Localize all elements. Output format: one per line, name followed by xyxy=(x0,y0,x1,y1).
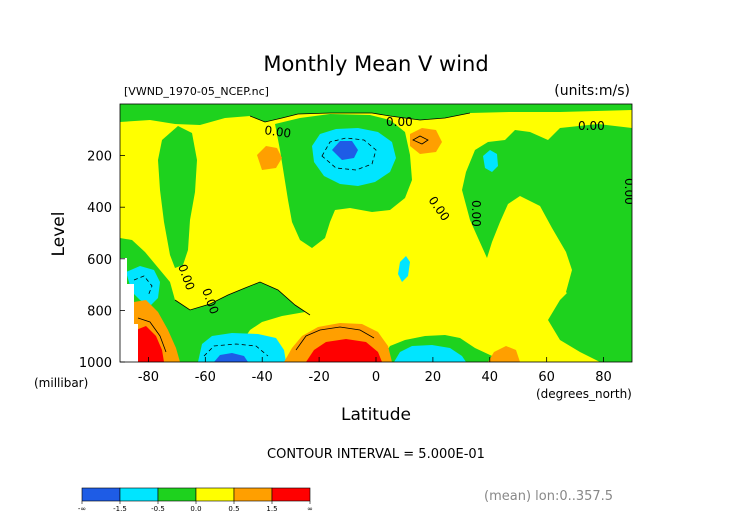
missing-data-mask xyxy=(120,258,138,362)
contour-line-zero-lower xyxy=(174,281,311,316)
contour-line-negative-dashed-left xyxy=(133,275,153,297)
contour-region-red-left xyxy=(136,326,164,362)
contour-region-cyan-stripe xyxy=(398,256,410,282)
contour-label: 0.00 xyxy=(386,115,413,129)
file-label: [VWND_1970-05_NCEP.nc] xyxy=(124,85,269,98)
y-tick-label: 200 xyxy=(87,150,112,165)
y-axis-label: Level xyxy=(49,212,69,257)
contour-line-positive-center xyxy=(295,326,375,351)
colorbar-label: -∞ xyxy=(78,505,86,513)
contour-region-green-right-strip xyxy=(548,262,632,362)
contour-line-negative-dashed-upper xyxy=(321,137,377,171)
y-tick-label: 400 xyxy=(87,201,112,216)
colorbar-swatch xyxy=(195,487,235,502)
contour-region-red-bottom-center xyxy=(306,339,382,362)
y-axis-unit: (millibar) xyxy=(34,376,88,390)
contour-lines xyxy=(133,112,471,357)
contour-region-blue-bottom xyxy=(214,353,248,362)
x-axis-label: Latitude xyxy=(341,405,411,425)
x-tick-label: 40 xyxy=(482,370,499,385)
colorbar-label: -0.5 xyxy=(151,505,165,513)
contour-region-orange-bottom-right xyxy=(488,346,520,362)
contour-line-zero-upper xyxy=(249,112,471,123)
contour-interval: CONTOUR INTERVAL = 5.000E-01 xyxy=(267,447,485,462)
x-tick-label: 0 xyxy=(372,370,380,385)
x-tick-label: -40 xyxy=(252,370,273,385)
colorbar-label: ∞ xyxy=(307,505,313,513)
plot-area: 0.00 0.00 0.00 0.00 0.00 0.00 0.00 0.00 xyxy=(120,104,636,362)
contour-region-cyan-left xyxy=(126,266,160,306)
colorbar-swatch xyxy=(233,487,273,502)
contour-region-green-left xyxy=(158,126,197,268)
x-tick-label: -20 xyxy=(308,370,329,385)
colorbar-label: 0.0 xyxy=(190,505,201,513)
contour-region-cyan-bottom-left xyxy=(198,333,286,362)
x-tick-label: -80 xyxy=(138,370,159,385)
y-tick-label: 800 xyxy=(87,304,112,319)
x-tick-label: -60 xyxy=(195,370,216,385)
colorbar-label: -1.5 xyxy=(113,505,127,513)
x-tick-label: 80 xyxy=(595,370,612,385)
colorbar-label: 0.5 xyxy=(228,505,239,513)
contour-region-cyan-small xyxy=(483,150,498,172)
colorbar-swatch xyxy=(271,487,311,502)
contour-region-orange-upper-left xyxy=(257,146,282,170)
y-tick-label: 1000 xyxy=(79,356,112,371)
colorbar-swatch xyxy=(81,487,121,502)
contour-label: 0.00 xyxy=(264,123,292,141)
contour-line-positive-upper xyxy=(412,135,429,145)
contour-line-positive-left xyxy=(137,317,167,353)
footer-note: (mean) lon:0..357.5 xyxy=(484,489,613,504)
units-label: (units:m/s) xyxy=(554,83,630,99)
contour-region-blue-upper xyxy=(332,141,358,160)
chart-title: Monthly Mean V wind xyxy=(263,52,488,76)
colorbar-label: 1.5 xyxy=(266,505,277,513)
colorbar-swatch xyxy=(119,487,159,502)
x-axis: -80 -60 -40 -20 0 20 40 60 80 xyxy=(138,357,612,385)
x-axis-unit: (degrees_north) xyxy=(536,387,632,401)
colorbar: -∞ -1.5 -0.5 0.0 0.5 1.5 ∞ xyxy=(78,487,313,513)
contour-region-green-top xyxy=(120,104,632,356)
colorbar-swatch xyxy=(157,487,197,502)
y-tick-label: 600 xyxy=(87,253,112,268)
contour-label: 0.00 xyxy=(469,200,483,227)
contour-line-negative-dashed-bottom xyxy=(203,343,269,357)
contour-label: 0.00 xyxy=(578,119,605,133)
y-axis: 200 400 600 800 1000 xyxy=(79,150,125,371)
x-tick-label: 60 xyxy=(538,370,555,385)
x-tick-label: 20 xyxy=(425,370,442,385)
contour-region-cyan-bottom-right xyxy=(394,345,466,362)
contour-label: 0.00 xyxy=(622,178,636,205)
